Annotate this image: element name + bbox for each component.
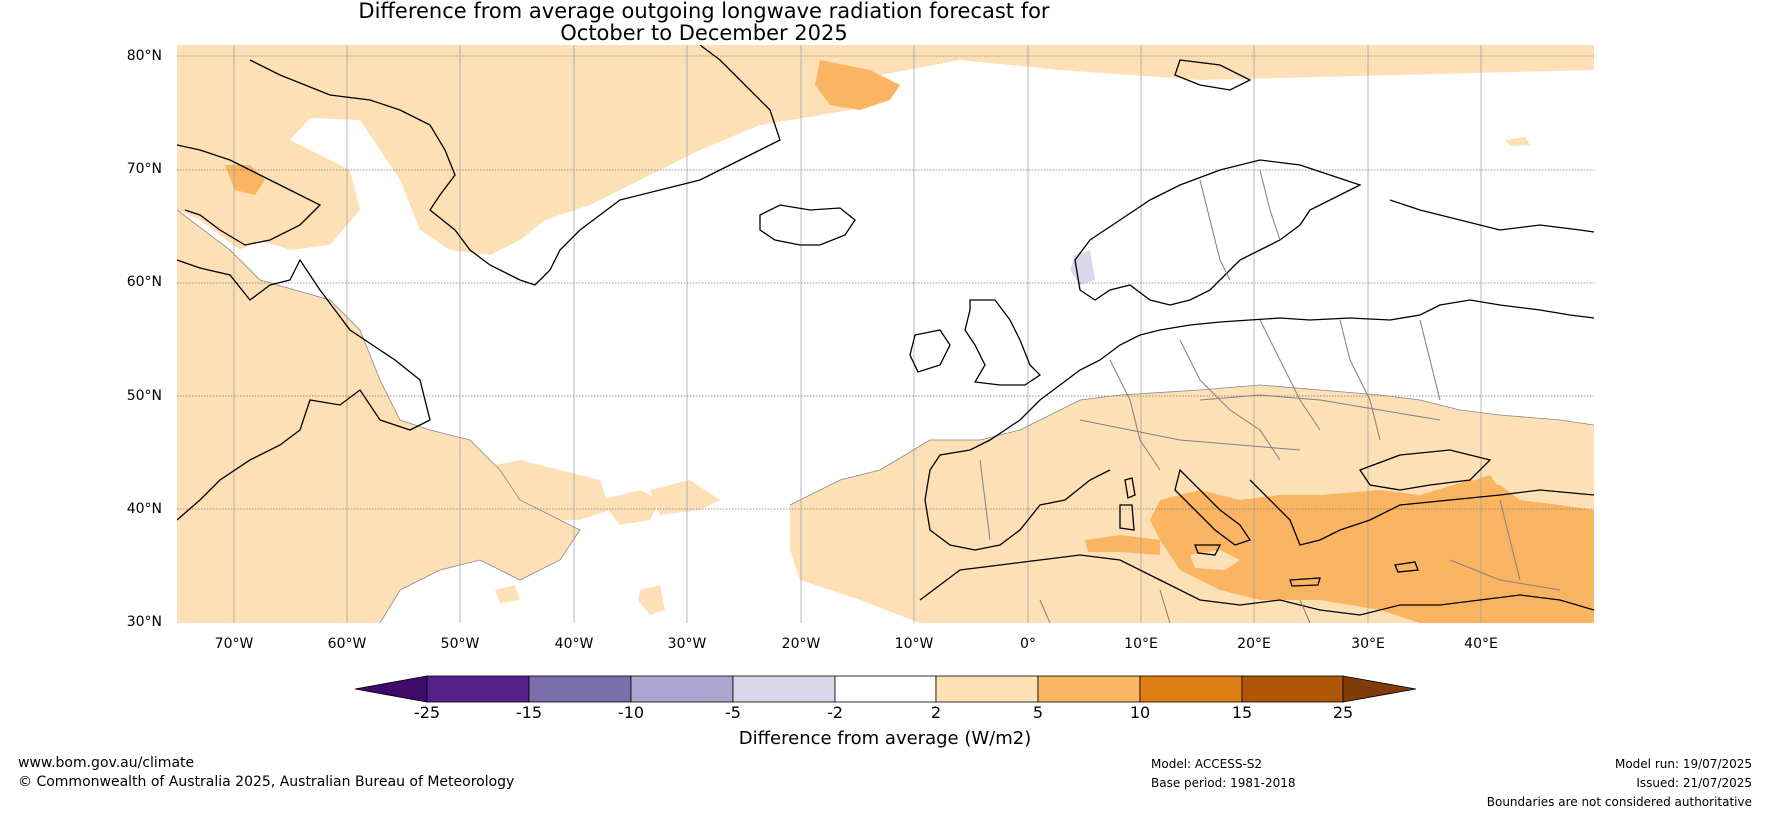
colorbar-segment <box>528 675 632 703</box>
lon-label-30e: 30°E <box>1351 636 1385 652</box>
lon-label-60w: 60°W <box>327 636 367 652</box>
lon-label-0: 0° <box>1020 636 1036 652</box>
colorbar-tick: 2 <box>930 703 942 722</box>
colorbar-segment <box>1139 675 1243 703</box>
coastlines <box>177 45 1594 616</box>
colorbar-tick: 25 <box>1332 703 1354 722</box>
lat-label-60n: 60°N <box>126 274 162 290</box>
lon-label-30w: 30°W <box>667 636 707 652</box>
lat-label-70n: 70°N <box>126 161 162 177</box>
lat-label-80n: 80°N <box>126 48 162 64</box>
colorbar-tick: -5 <box>725 703 741 722</box>
colorbar-extend-max <box>1342 675 1417 703</box>
colorbar-segment <box>935 675 1039 703</box>
colorbar-segment <box>630 675 734 703</box>
anomaly-5-to-10-region <box>225 60 1594 623</box>
footer-model-run: Model run: 19/07/2025 <box>1614 757 1752 771</box>
lat-label-40n: 40°N <box>126 501 162 517</box>
country-borders <box>979 169 1561 623</box>
lon-label-40e: 40°E <box>1464 636 1498 652</box>
lat-label-50n: 50°N <box>126 388 162 404</box>
colorbar-segment <box>1241 675 1344 703</box>
colorbar-extend-min <box>354 675 428 703</box>
colorbar-tick: 5 <box>1032 703 1044 722</box>
colorbar <box>354 675 1417 703</box>
lon-label-10e: 10°E <box>1124 636 1158 652</box>
map-title-line2: October to December 2025 <box>560 21 848 45</box>
map-title-line1: Difference from average outgoing longwav… <box>358 0 1050 23</box>
colorbar-segment <box>1037 675 1141 703</box>
footer-website: www.bom.gov.au/climate <box>18 755 195 771</box>
graticule <box>233 45 1482 623</box>
footer-copyright: © Commonwealth of Australia 2025, Austra… <box>18 774 515 790</box>
forecast-map <box>177 45 1594 623</box>
colorbar-tick: -25 <box>413 703 441 722</box>
lon-label-10w: 10°W <box>894 636 934 652</box>
footer-base-period: Base period: 1981-2018 <box>1151 776 1296 790</box>
footer-disclaimer: Boundaries are not considered authoritat… <box>1486 795 1752 809</box>
lon-label-20e: 20°E <box>1237 636 1271 652</box>
colorbar-label: Difference from average (W/m2) <box>738 728 1032 749</box>
lon-label-40w: 40°W <box>554 636 594 652</box>
lon-label-20w: 20°W <box>781 636 821 652</box>
lat-label-30n: 30°N <box>126 614 162 630</box>
footer-issued: Issued: 21/07/2025 <box>1636 776 1752 790</box>
footer-model: Model: ACCESS-S2 <box>1151 757 1263 771</box>
colorbar-tick: -2 <box>827 703 843 722</box>
colorbar-tick: 15 <box>1231 703 1253 722</box>
colorbar-tick: -10 <box>617 703 645 722</box>
colorbar-segment <box>732 675 836 703</box>
colorbar-segment <box>426 675 530 703</box>
colorbar-tick: 10 <box>1129 703 1151 722</box>
lon-label-50w: 50°W <box>440 636 480 652</box>
lon-label-70w: 70°W <box>214 636 254 652</box>
anomaly-2-to-5-pocket <box>1190 550 1240 570</box>
colorbar-segment <box>834 675 937 703</box>
colorbar-tick: -15 <box>515 703 543 722</box>
